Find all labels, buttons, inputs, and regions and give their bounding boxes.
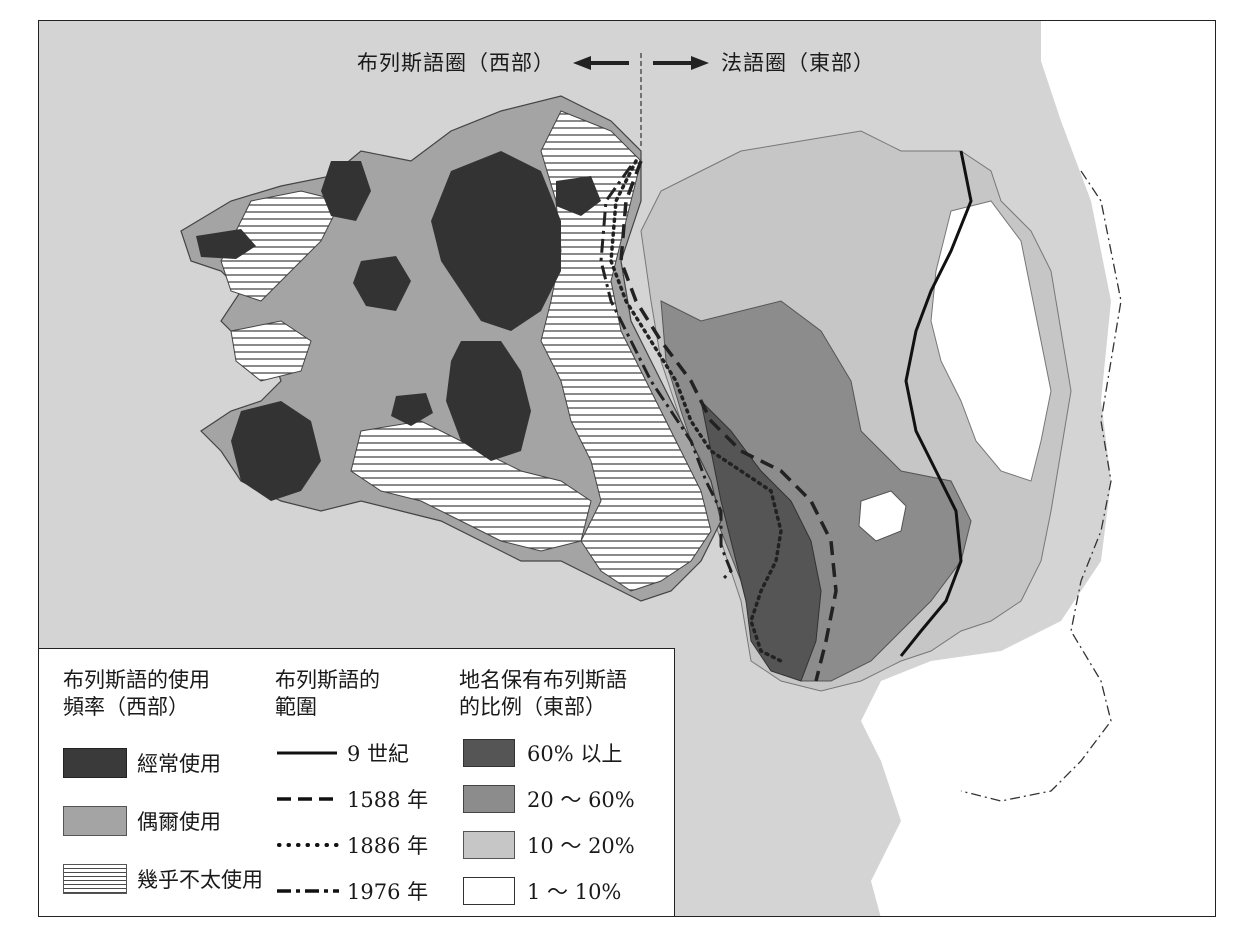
west-zone-rarely	[540, 110, 712, 592]
map-legend: 布列斯語的使用 頻率（西部） 經常使用 偶爾使用 幾乎不太使用 布列斯語的 範圍…	[38, 648, 675, 917]
line-dotted-sample	[277, 843, 341, 847]
swatch-20-60	[463, 785, 515, 813]
east-zone-60-plus	[700, 399, 822, 682]
legend-label-60plus: 60% 以上	[527, 742, 623, 766]
legend-item-1886: 1886 年	[275, 829, 428, 861]
swatch-1-10	[463, 877, 515, 905]
legend-label-20-60: 20 ～ 60%	[527, 788, 635, 812]
legend-usage-title-2: 頻率（西部）	[63, 695, 189, 719]
east-arrow	[653, 56, 709, 70]
legend-placenames-title-1: 地名保有布列斯語	[459, 668, 627, 692]
legend-extent-title-2: 範圍	[275, 695, 317, 719]
legend-item-frequent: 經常使用	[63, 747, 221, 779]
swatch-frequent	[63, 748, 127, 778]
east-region-label: 法語圈（東部）	[721, 51, 875, 75]
legend-label-1886: 1886 年	[347, 834, 429, 858]
west-zone-frequent-8	[556, 176, 601, 216]
legend-extent-title-1: 布列斯語的	[275, 668, 380, 692]
boundary-1588	[619, 160, 838, 682]
legend-placenames-title-2: 的比例（東部）	[459, 695, 606, 719]
legend-item-occasional: 偶爾使用	[63, 805, 221, 837]
boundary-1976	[599, 165, 733, 583]
east-white-patch	[858, 490, 907, 542]
west-zone-frequent-6	[196, 229, 256, 259]
west-zone-frequent-3	[231, 401, 321, 501]
legend-label-1588: 1588 年	[347, 788, 429, 812]
legend-label-1-10: 1 ～ 10%	[527, 880, 622, 904]
line-solid-sample	[277, 751, 337, 755]
legend-label-occasional: 偶爾使用	[137, 810, 221, 834]
legend-item-1588: 1588 年	[275, 783, 428, 815]
west-zone-frequent-7	[391, 393, 433, 426]
line-dashdot-sample	[277, 889, 339, 893]
legend-item-1-10: 1 ～ 10%	[463, 875, 621, 907]
west-zone-frequent-5	[353, 256, 411, 311]
legend-usage-title-1: 布列斯語的使用	[63, 668, 210, 692]
legend-item-10-20: 10 ～ 20%	[463, 829, 635, 861]
legend-item-20-60: 20 ～ 60%	[463, 783, 635, 815]
west-zone-frequent-2	[446, 341, 531, 461]
line-dashed-sample	[277, 797, 339, 801]
legend-label-frequent: 經常使用	[137, 752, 221, 776]
east-zone-1-10	[930, 200, 1052, 482]
swatch-rarely	[63, 864, 127, 894]
legend-label-9th: 9 世紀	[347, 742, 410, 766]
swatch-occasional	[63, 806, 127, 836]
legend-label-rarely: 幾乎不太使用	[137, 868, 263, 892]
west-zone-rarely-4	[230, 320, 312, 382]
west-zone-frequent-1	[431, 151, 561, 331]
legend-item-rarely: 幾乎不太使用	[63, 863, 263, 895]
swatch-10-20	[463, 831, 515, 859]
regional-border	[960, 170, 1122, 802]
west-region-label: 布列斯語圈（西部）	[357, 51, 555, 75]
legend-label-1976: 1976 年	[347, 880, 429, 904]
legend-item-1976: 1976 年	[275, 875, 428, 907]
legend-label-10-20: 10 ～ 20%	[527, 834, 635, 858]
west-zone-frequent-4	[321, 161, 371, 221]
legend-item-9th: 9 世紀	[275, 737, 409, 769]
swatch-60-plus	[463, 739, 515, 767]
boundary-9th-century	[899, 150, 973, 657]
eastern-land	[861, 21, 1215, 916]
west-arrow	[573, 56, 629, 70]
legend-item-60plus: 60% 以上	[463, 737, 622, 769]
boundary-1886	[609, 159, 783, 663]
west-zone-rarely-2	[220, 190, 342, 302]
